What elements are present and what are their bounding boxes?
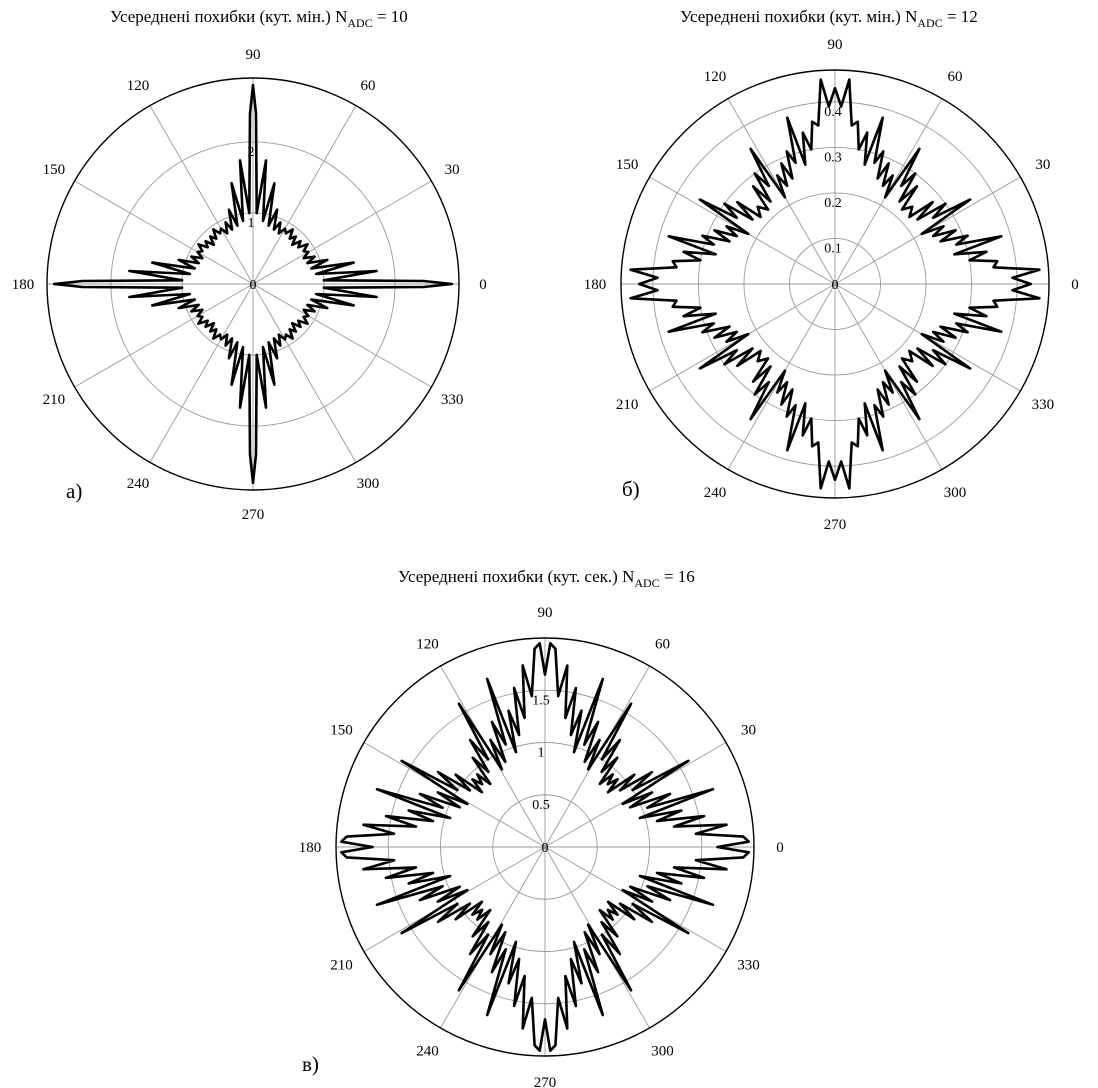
outer-circle bbox=[46, 77, 460, 491]
angle-label-0: 0 bbox=[776, 840, 784, 856]
angle-label-150: 150 bbox=[616, 157, 639, 173]
angle-label-270: 270 bbox=[534, 1075, 557, 1088]
polar-chart-3: 0.5 1 1.5 0 0 30 60 90 120 150 180 210 240 270 300 330 У… bbox=[299, 567, 784, 1088]
radial-tick-label: 1.5 bbox=[532, 693, 550, 708]
spoke-line bbox=[252, 283, 357, 463]
radial-tick-label: 2 bbox=[248, 145, 255, 160]
center-label: 0 bbox=[250, 278, 257, 293]
angle-label-330: 330 bbox=[737, 958, 760, 974]
angle-label-210: 210 bbox=[616, 397, 639, 413]
error-trace bbox=[52, 83, 454, 485]
angle-label-300: 300 bbox=[944, 485, 967, 501]
spoke-line bbox=[149, 105, 254, 285]
angle-label-30: 30 bbox=[741, 723, 756, 739]
chart-title: Усереднені похибки (кут. сек.) NADC = 16 bbox=[398, 567, 695, 590]
angle-label-180: 180 bbox=[299, 840, 322, 856]
center-label: 0 bbox=[832, 278, 839, 293]
angle-label-60: 60 bbox=[361, 78, 376, 94]
panel-label: в) bbox=[302, 1052, 319, 1076]
angle-label-60: 60 bbox=[655, 636, 670, 652]
radial-tick-label: 0.3 bbox=[824, 150, 842, 165]
angle-label-0: 0 bbox=[1071, 277, 1079, 293]
angle-label-330: 330 bbox=[441, 392, 464, 408]
angle-label-30: 30 bbox=[445, 162, 460, 178]
radial-tick-label: 0.2 bbox=[824, 196, 842, 211]
spoke-line bbox=[252, 105, 357, 285]
radial-tick-label: 0.4 bbox=[824, 105, 842, 120]
spoke-line bbox=[252, 180, 432, 285]
error-trace bbox=[629, 78, 1041, 490]
spoke-line bbox=[252, 283, 432, 388]
spoke-line bbox=[149, 283, 254, 463]
angle-label-330: 330 bbox=[1032, 397, 1055, 413]
chart-title: Усереднені похибки (кут. мін.) NADC = 12 bbox=[680, 7, 978, 30]
spoke-line bbox=[74, 180, 254, 285]
angle-label-180: 180 bbox=[12, 277, 35, 293]
outer-circle bbox=[335, 637, 755, 1057]
center-label: 0 bbox=[542, 841, 549, 856]
angle-label-180: 180 bbox=[584, 277, 607, 293]
error-trace bbox=[340, 642, 750, 1052]
angle-label-240: 240 bbox=[704, 485, 727, 501]
radial-tick-label: 1 bbox=[538, 746, 545, 761]
polar-chart-1: 120 0306090120150180210240270300330Усеред… bbox=[12, 7, 487, 523]
angle-label-210: 210 bbox=[330, 958, 353, 974]
angle-label-150: 150 bbox=[43, 162, 66, 178]
radial-tick-label: 1 bbox=[248, 216, 255, 231]
angle-label-240: 240 bbox=[416, 1044, 439, 1060]
panel-label: б) bbox=[622, 477, 640, 501]
radial-tick-label: 0.1 bbox=[824, 241, 842, 256]
angle-label-120: 120 bbox=[704, 69, 727, 85]
angle-label-150: 150 bbox=[330, 723, 353, 739]
angle-label-60: 60 bbox=[948, 69, 963, 85]
angle-label-30: 30 bbox=[1035, 157, 1050, 173]
radial-tick-label: 0.5 bbox=[532, 798, 550, 813]
spoke-line bbox=[74, 283, 254, 388]
angle-label-120: 120 bbox=[127, 78, 150, 94]
polar-chart-2: 0.1 0.2 0.3 0.4 0 0 30 60 90 120 150 180 210 240 270 30… bbox=[584, 7, 1079, 533]
angle-label-270: 270 bbox=[824, 517, 847, 533]
angle-label-90: 90 bbox=[246, 47, 261, 63]
panel-label: а) bbox=[66, 479, 82, 503]
angle-label-90: 90 bbox=[828, 37, 843, 53]
angle-label-0: 0 bbox=[479, 277, 487, 293]
angle-label-210: 210 bbox=[43, 392, 66, 408]
angle-label-300: 300 bbox=[357, 476, 380, 492]
chart-title: Усереднені похибки (кут. мін.) NADC = 10 bbox=[110, 7, 408, 30]
angle-label-120: 120 bbox=[416, 636, 439, 652]
angle-label-90: 90 bbox=[538, 605, 553, 621]
angle-label-240: 240 bbox=[127, 476, 150, 492]
angle-label-300: 300 bbox=[651, 1044, 674, 1060]
angle-label-270: 270 bbox=[242, 507, 265, 523]
outer-circle bbox=[620, 69, 1050, 499]
